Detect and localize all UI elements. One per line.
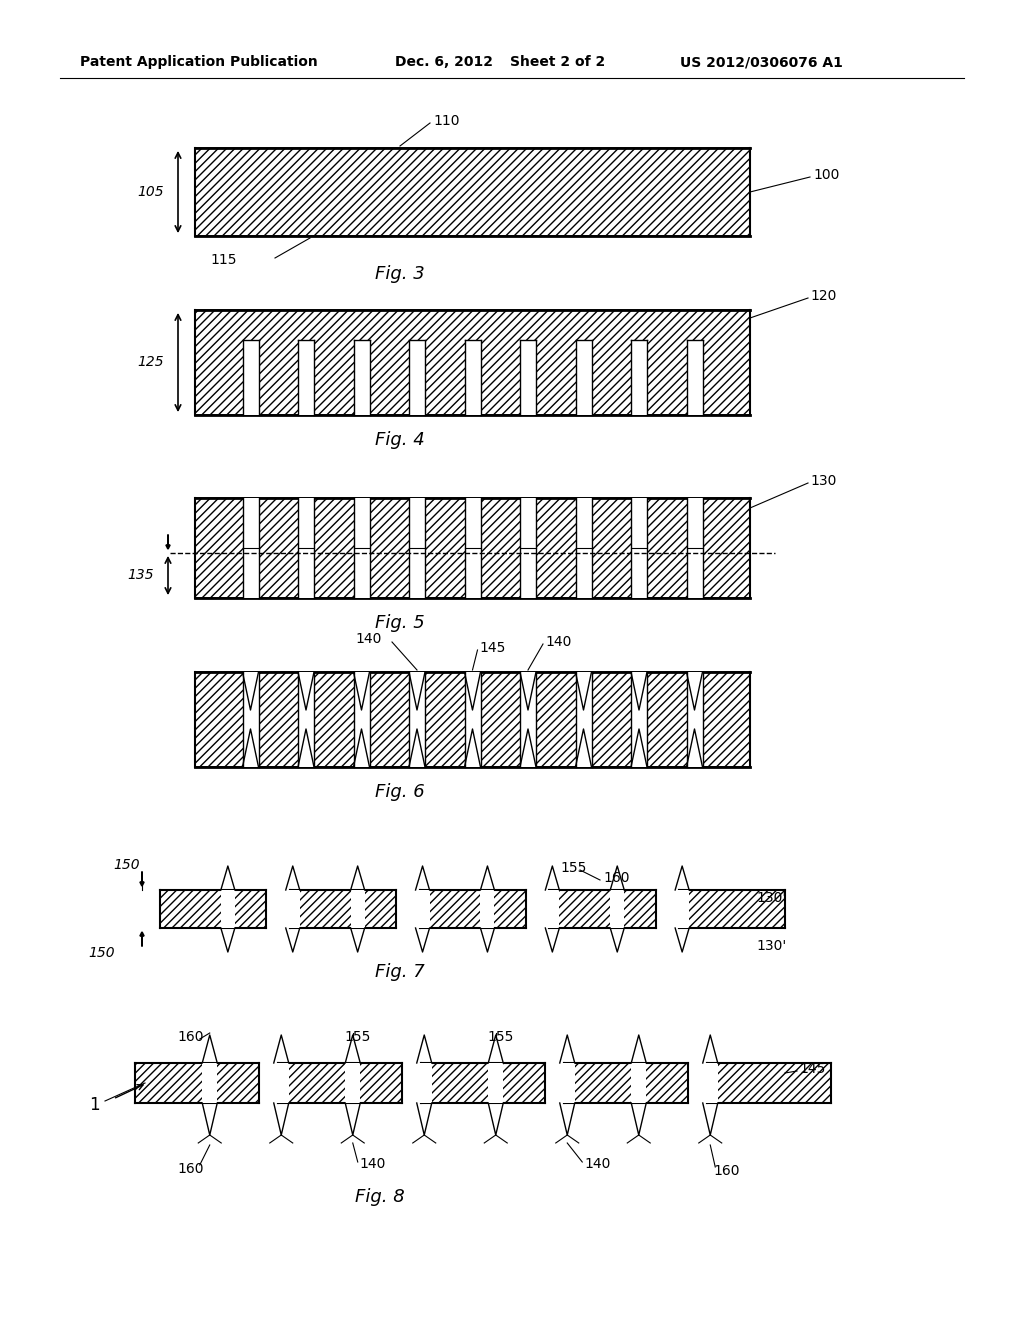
Text: 105: 105 [137,185,164,199]
Text: Fig. 7: Fig. 7 [375,964,425,981]
Bar [417,1063,432,1104]
Bar [416,890,429,928]
Bar [631,341,647,414]
Bar [409,341,425,414]
Bar [686,341,702,414]
Text: 140: 140 [359,1158,386,1171]
Text: 150: 150 [114,858,140,873]
Bar [195,498,750,598]
Text: Fig. 3: Fig. 3 [375,265,425,282]
Bar [243,498,258,598]
Text: 145: 145 [479,642,506,655]
Text: 1: 1 [89,1096,100,1114]
Bar [353,341,370,414]
Text: 140: 140 [545,635,571,649]
Bar [480,890,495,928]
Bar [679,890,785,928]
FancyArrow shape [140,932,144,946]
Bar [610,890,625,928]
Bar [520,672,536,767]
Bar [686,498,702,598]
Bar [278,1063,401,1104]
Bar [221,890,234,928]
Bar [707,1063,830,1104]
Bar [298,341,314,414]
Bar [675,890,689,928]
Text: 125: 125 [137,355,164,370]
Bar [631,498,647,598]
Text: Patent Application Publication: Patent Application Publication [80,55,317,69]
Text: Fig. 5: Fig. 5 [375,614,425,632]
FancyArrow shape [166,535,170,549]
Text: Sheet 2 of 2: Sheet 2 of 2 [510,55,605,69]
Text: 120: 120 [810,289,837,304]
Text: 160: 160 [714,1164,739,1177]
Text: 155: 155 [487,1030,514,1044]
Text: US 2012/0306076 A1: US 2012/0306076 A1 [680,55,843,69]
Text: 160: 160 [178,1162,204,1176]
Text: 150: 150 [88,946,115,960]
Bar [195,148,750,236]
Bar [520,498,536,598]
Bar [243,672,258,767]
Text: Dec. 6, 2012: Dec. 6, 2012 [395,55,493,69]
Bar [575,672,592,767]
Bar [564,1063,687,1104]
Bar [286,890,300,928]
Bar [298,672,314,767]
Text: 140: 140 [585,1158,610,1171]
Text: 135: 135 [127,568,154,582]
Bar [160,890,266,928]
Text: 115: 115 [210,253,237,267]
Text: Fig. 6: Fig. 6 [375,783,425,801]
Text: 160: 160 [603,871,630,884]
Bar [298,498,314,598]
Bar [465,672,480,767]
Bar [465,498,480,598]
Bar [195,672,750,767]
Bar [273,1063,289,1104]
Bar [575,498,592,598]
Bar [350,890,365,928]
Bar [686,672,702,767]
FancyArrow shape [140,873,144,886]
Text: Fig. 8: Fig. 8 [355,1188,404,1206]
Bar [243,341,258,414]
Bar [345,1063,360,1104]
Text: 100: 100 [813,168,840,182]
Text: 130: 130 [810,474,837,488]
Text: 145: 145 [799,1063,825,1076]
Bar [465,341,480,414]
Text: 110: 110 [433,114,460,128]
Bar [135,1063,258,1104]
Bar [575,341,592,414]
Text: 155: 155 [560,861,587,875]
Bar [409,672,425,767]
Bar [195,310,750,414]
Bar [702,1063,718,1104]
Bar [520,341,536,414]
Bar [420,890,525,928]
Bar [353,672,370,767]
Bar [409,498,425,598]
Bar [560,1063,574,1104]
Bar [631,1063,646,1104]
Bar [203,1063,217,1104]
Bar [631,672,647,767]
Bar [290,890,396,928]
Bar [488,1063,503,1104]
Bar [546,890,559,928]
Bar [550,890,655,928]
Text: 155: 155 [345,1030,371,1044]
Bar [353,498,370,598]
Text: 130': 130' [756,939,786,953]
Bar [421,1063,545,1104]
Text: 160: 160 [178,1030,204,1044]
Text: Fig. 4: Fig. 4 [375,432,425,449]
Text: 140: 140 [355,632,381,645]
Text: 130': 130' [756,891,786,906]
